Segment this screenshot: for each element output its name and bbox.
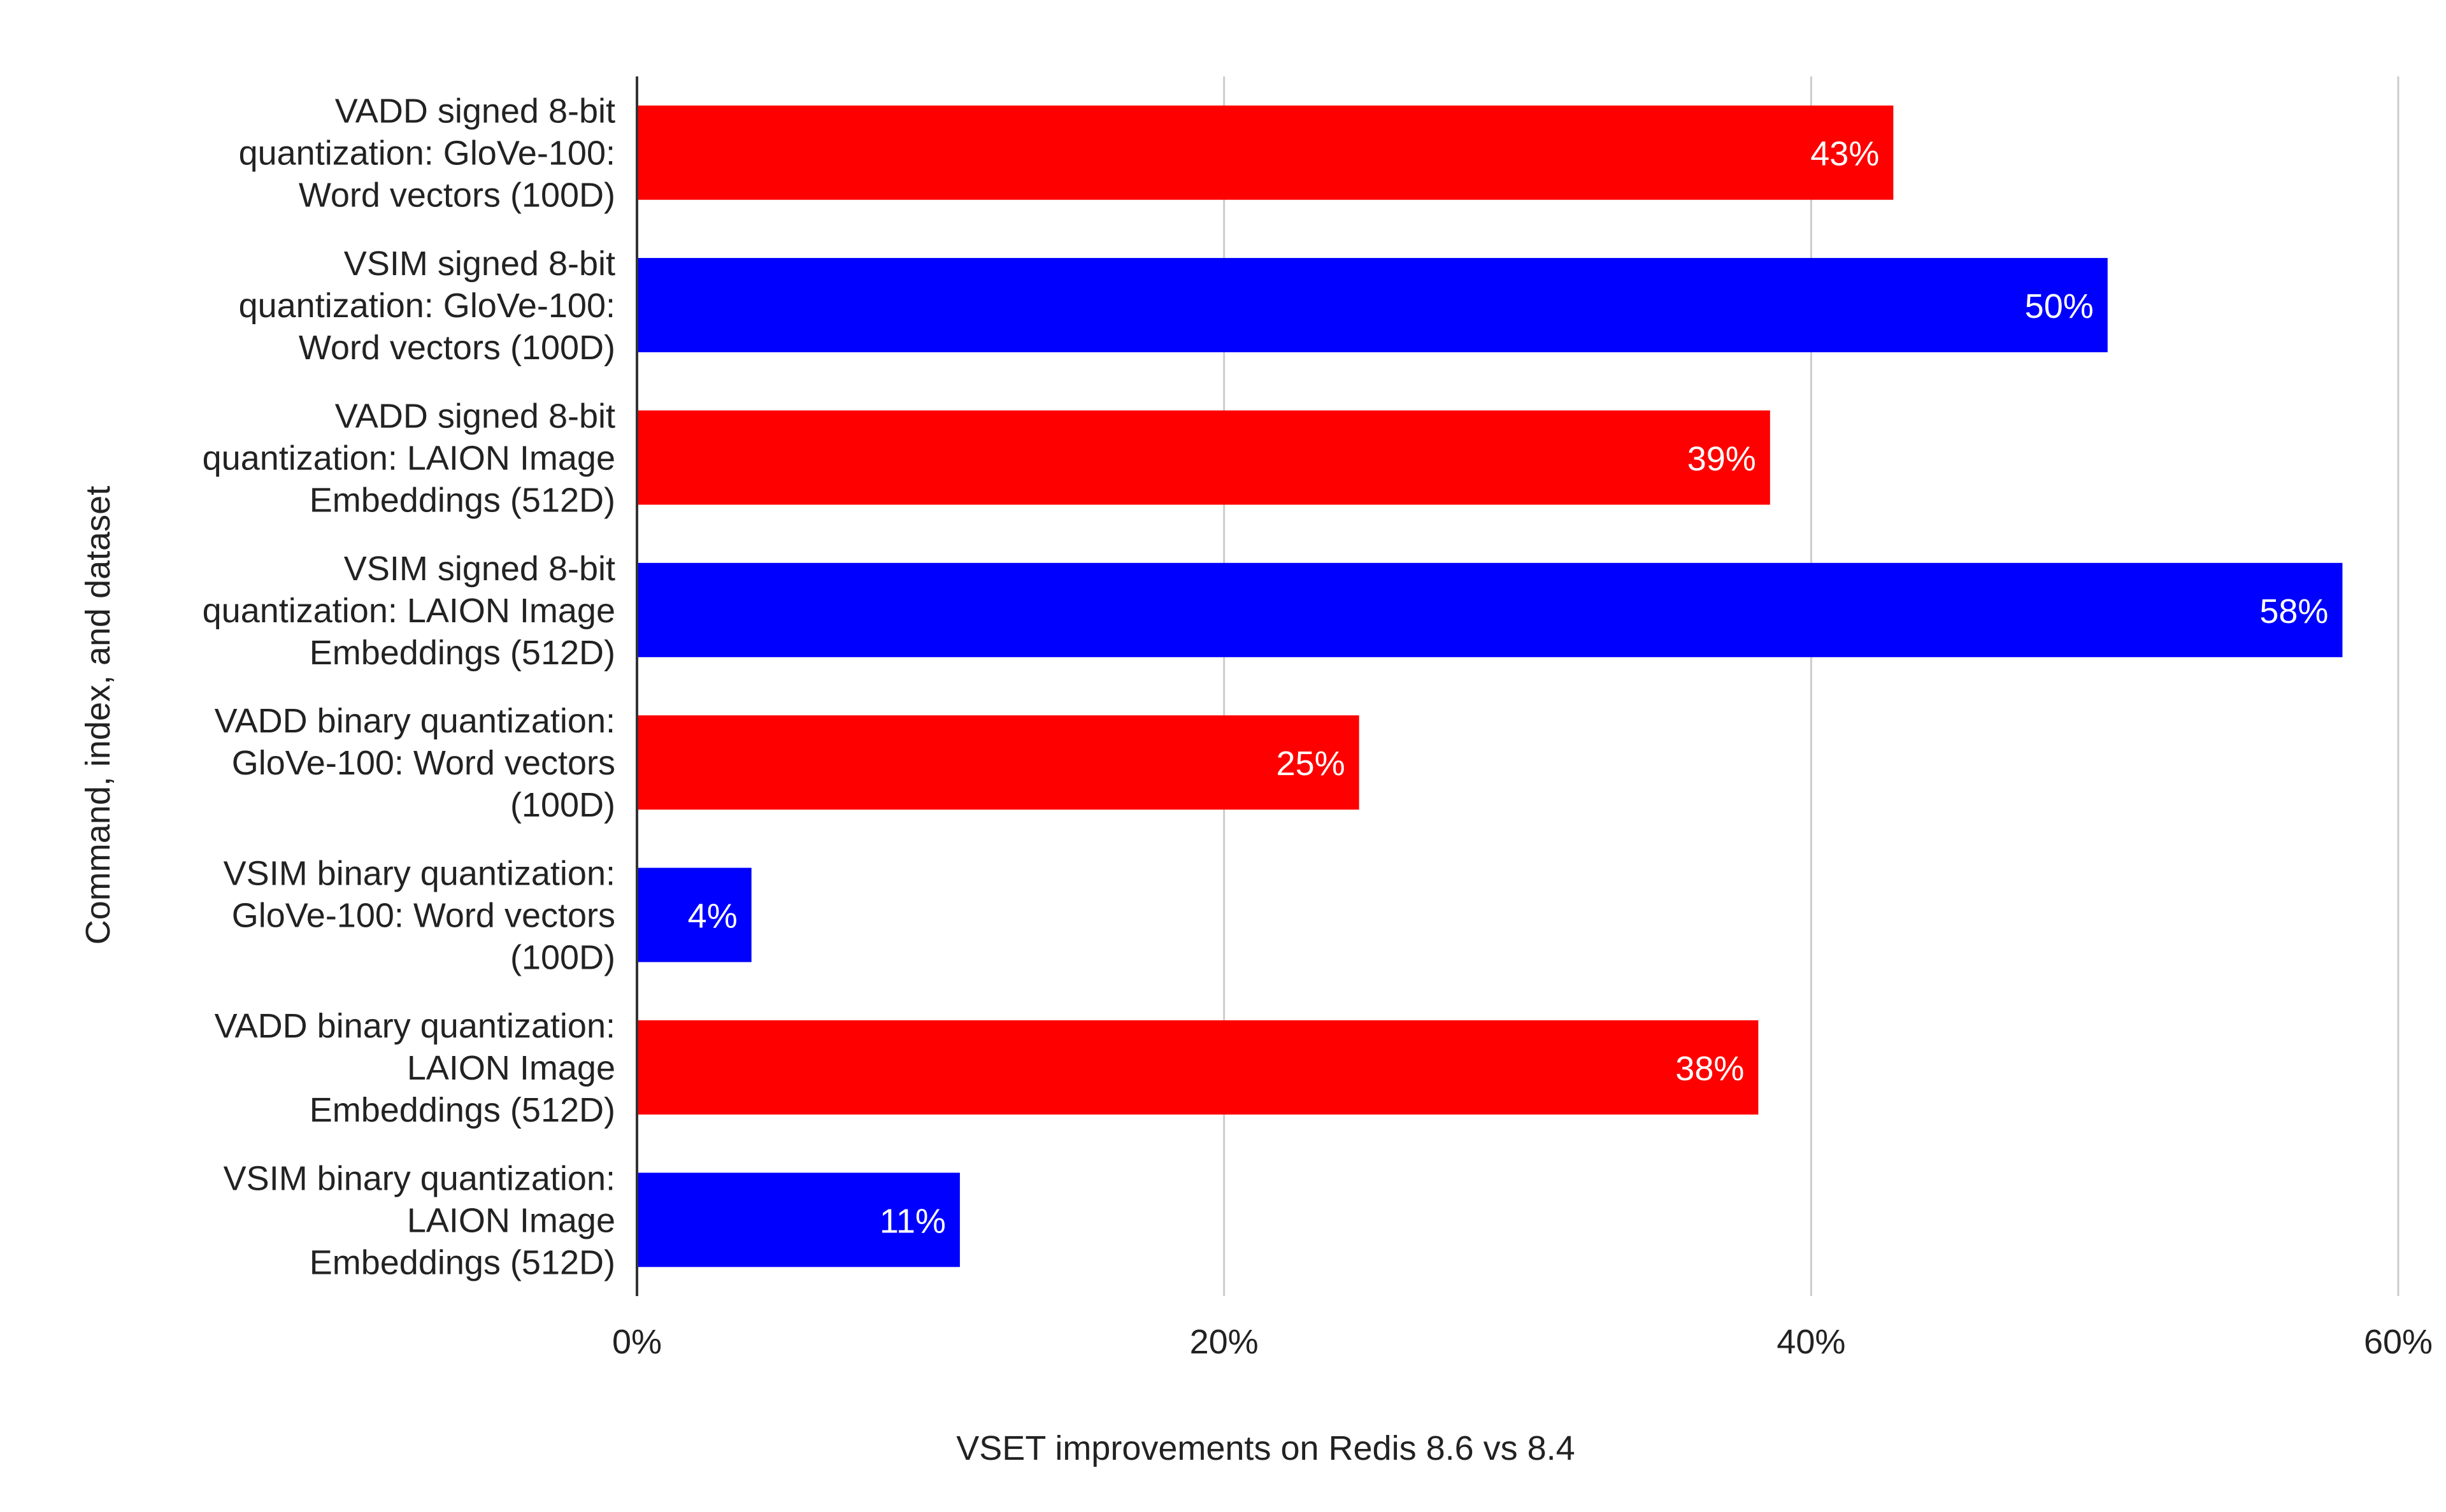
x-tick-label: 60% — [2364, 1323, 2433, 1361]
category-label: VADD signed 8-bit — [335, 397, 615, 435]
category-label: quantization: GloVe-100: — [239, 134, 615, 173]
category-label: Word vectors (100D) — [299, 329, 615, 367]
data-label: 50% — [2025, 287, 2094, 325]
category-label: GloVe-100: Word vectors — [232, 897, 615, 935]
x-tick-label: 0% — [612, 1323, 662, 1361]
bar-3 — [637, 410, 1770, 505]
x-axis-title: VSET improvements on Redis 8.6 vs 8.4 — [956, 1429, 1575, 1467]
bar-5 — [637, 715, 1359, 810]
bar-1 — [637, 105, 1894, 200]
category-label: VADD binary quantization: — [215, 1007, 615, 1045]
category-label: VSIM binary quantization: — [224, 855, 615, 893]
category-label: VSIM binary quantization: — [224, 1159, 615, 1197]
category-label: LAION Image — [407, 1049, 615, 1087]
category-label: Embeddings (512D) — [310, 481, 615, 519]
category-label: quantization: GloVe-100: — [239, 287, 615, 325]
category-label: VADD binary quantization: — [215, 702, 615, 740]
data-label: 11% — [880, 1202, 946, 1240]
bar-7 — [637, 1020, 1759, 1115]
labels: 0% 20% 40% 60%43%VADD signed 8-bitquantizat… — [203, 92, 2433, 1361]
category-label: VSIM signed 8-bit — [344, 550, 615, 588]
bar-2 — [637, 258, 2108, 353]
data-label: 58% — [2259, 592, 2328, 631]
category-label: VADD signed 8-bit — [335, 92, 615, 131]
bar-4 — [637, 562, 2343, 657]
category-label: Embeddings (512D) — [310, 1091, 615, 1129]
data-label: 25% — [1277, 745, 1345, 783]
data-label: 38% — [1675, 1050, 1744, 1088]
category-label: VSIM signed 8-bit — [344, 245, 615, 283]
category-label: quantization: LAION Image — [203, 439, 615, 477]
category-label: Embeddings (512D) — [310, 634, 615, 672]
bars — [637, 105, 2343, 1267]
category-label: quantization: LAION Image — [203, 592, 615, 630]
category-label: LAION Image — [407, 1201, 615, 1239]
bar-6 — [637, 867, 752, 962]
category-label: (100D) — [510, 939, 615, 977]
category-label: Word vectors (100D) — [299, 176, 615, 215]
data-label: 43% — [1810, 135, 1879, 173]
category-label: Embeddings (512D) — [310, 1243, 615, 1281]
data-label: 4% — [688, 897, 738, 936]
data-label: 39% — [1687, 439, 1756, 478]
x-tick-label: 40% — [1777, 1323, 1845, 1361]
x-tick-label: 20% — [1190, 1323, 1259, 1361]
category-label: GloVe-100: Word vectors — [232, 744, 615, 782]
category-label: (100D) — [510, 786, 615, 824]
bar-8 — [637, 1173, 960, 1267]
y-axis-title: Command, index, and dataset — [79, 486, 117, 945]
